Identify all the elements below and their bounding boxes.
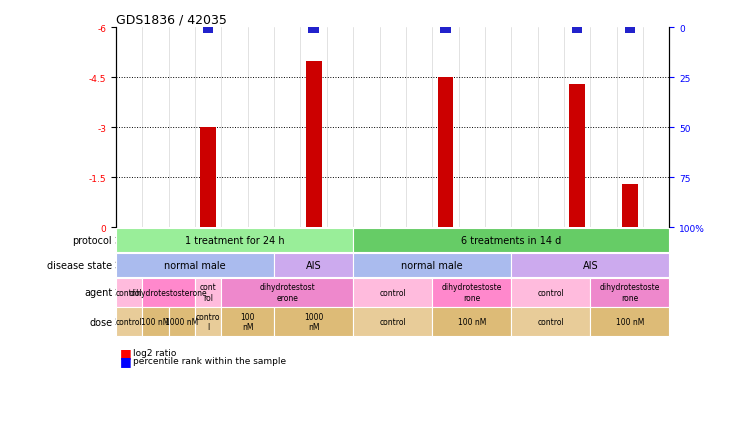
Text: 100
nM: 100 nM [240, 312, 255, 332]
Bar [441, 28, 450, 34]
Text: control: control [116, 318, 143, 326]
Text: 100 nM: 100 nM [141, 318, 170, 326]
Text: AIS: AIS [583, 260, 598, 270]
Text: GDS1836 / 42035: GDS1836 / 42035 [116, 13, 227, 26]
Text: ■: ■ [120, 346, 132, 359]
Text: protocol: protocol [73, 236, 112, 246]
Text: dihydrotestosterone: dihydrotestosterone [130, 288, 207, 297]
Text: disease state: disease state [47, 260, 112, 270]
Text: dose: dose [89, 317, 112, 327]
Text: AIS: AIS [306, 260, 322, 270]
Bar [438, 78, 453, 228]
Text: 100 nM: 100 nM [616, 318, 644, 326]
Bar [625, 28, 635, 34]
Text: normal male: normal male [165, 260, 226, 270]
Bar [306, 62, 322, 228]
Text: normal male: normal male [402, 260, 463, 270]
Text: dihydrotestoste
rone: dihydrotestoste rone [441, 283, 502, 302]
Text: ■: ■ [120, 355, 132, 368]
Text: dihydrotestost
erone: dihydrotestost erone [260, 283, 315, 302]
Text: log2 ratio: log2 ratio [133, 349, 177, 357]
Text: control: control [379, 318, 406, 326]
Bar [203, 28, 213, 34]
Text: control: control [538, 318, 564, 326]
Text: 100 nM: 100 nM [458, 318, 486, 326]
Text: agent: agent [84, 288, 112, 297]
Bar [572, 28, 583, 34]
Bar [200, 128, 216, 228]
Text: percentile rank within the sample: percentile rank within the sample [133, 357, 286, 365]
Bar [569, 85, 585, 228]
Text: cont
rol: cont rol [200, 283, 217, 302]
Text: control: control [379, 288, 406, 297]
Text: 1000
nM: 1000 nM [304, 312, 323, 332]
Text: 1000 nM: 1000 nM [165, 318, 198, 326]
Text: dihydrotestoste
rone: dihydrotestoste rone [600, 283, 660, 302]
Text: control: control [116, 288, 143, 297]
Text: contro
l: contro l [196, 312, 221, 332]
Text: 6 treatments in 14 d: 6 treatments in 14 d [462, 236, 562, 246]
Text: 1 treatment for 24 h: 1 treatment for 24 h [185, 236, 284, 246]
Bar [308, 28, 319, 34]
Bar [622, 184, 638, 228]
Text: control: control [538, 288, 564, 297]
